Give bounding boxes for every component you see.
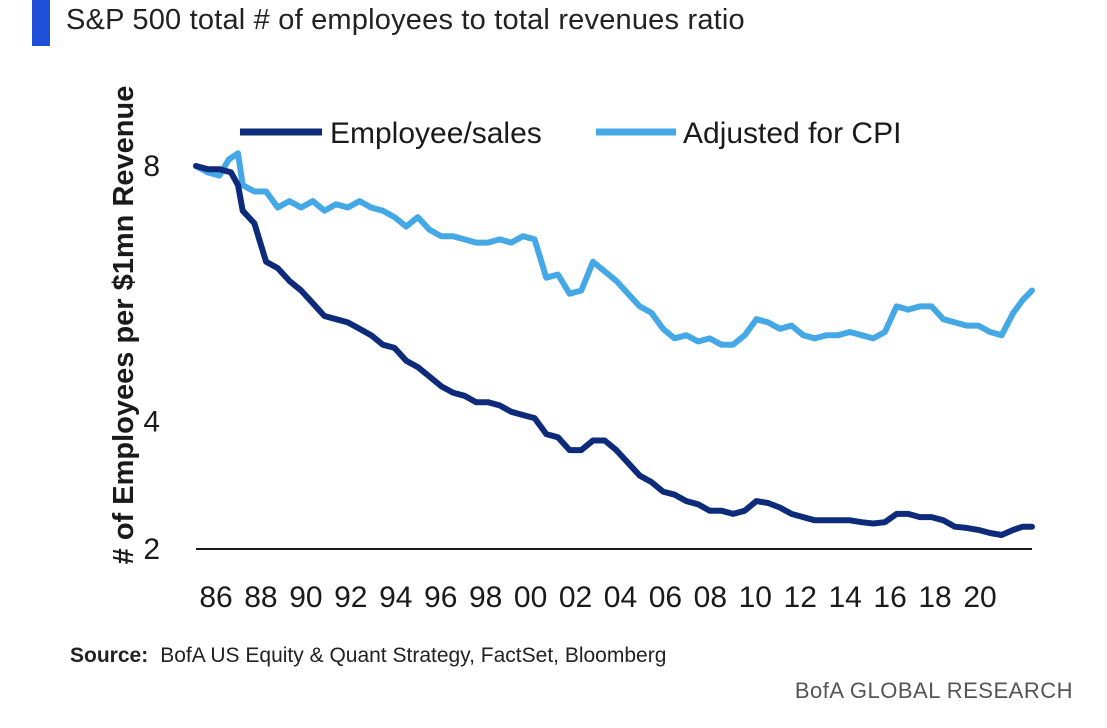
legend-label: Adjusted for CPI: [683, 117, 901, 150]
x-tick-label: 12: [784, 581, 817, 614]
x-tick-label: 00: [514, 581, 547, 614]
x-tick-label: 18: [918, 581, 951, 614]
line-chart: # of Employees per $1mn Revenue Employee…: [108, 86, 1035, 614]
y-axis-title: # of Employees per $1mn Revenue: [108, 86, 140, 565]
source-text: BofA US Equity & Quant Strategy, FactSet…: [160, 644, 667, 667]
x-tick-label: 90: [289, 581, 322, 614]
title-accent-bar: [32, 0, 50, 46]
x-tick-label: 02: [559, 581, 592, 614]
axes-layer: 2 4 8 86 88 90 92 94 96 98 00 02 04 06 08 10 12 14 16 18 20: [143, 150, 1032, 614]
x-tick-label: 94: [379, 581, 412, 614]
x-tick-label: 86: [199, 581, 232, 614]
x-tick-label: 20: [963, 581, 996, 614]
x-tick-label: 14: [828, 581, 861, 614]
x-tick-label: 92: [334, 581, 367, 614]
y-tick-label: 2: [143, 533, 160, 566]
y-tick-label: 8: [143, 150, 160, 183]
source-label: Source:: [70, 644, 149, 667]
x-tick-label: 10: [739, 581, 772, 614]
x-tick-label: 06: [649, 581, 682, 614]
series-layer: [193, 150, 1035, 538]
y-axis-title-group: # of Employees per $1mn Revenue: [108, 86, 140, 565]
x-tick-label: 88: [244, 581, 277, 614]
chart-legend: Employee/sales Adjusted for CPI: [240, 117, 901, 150]
x-tick-label: 16: [873, 581, 906, 614]
x-tick-label: 96: [424, 581, 457, 614]
series-line-adjusted-for-cpi: [193, 150, 1035, 348]
chart-subtitle: S&P 500 total # of employees to total re…: [66, 4, 745, 36]
brand-footer: BofA GLOBAL RESEARCH: [794, 678, 1073, 703]
x-tick-label: 04: [604, 581, 637, 614]
y-tick-label: 4: [143, 405, 160, 438]
x-tick-label: 98: [469, 581, 502, 614]
source-note: Source: BofA US Equity & Quant Strategy, …: [70, 644, 666, 668]
x-tick-label: 08: [694, 581, 727, 614]
series-line-employee-sales: [193, 163, 1035, 538]
legend-label: Employee/sales: [330, 117, 542, 150]
